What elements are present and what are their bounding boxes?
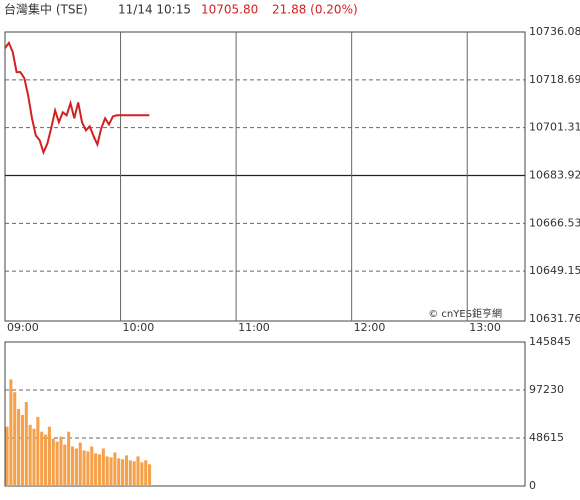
volume-bar: [63, 444, 67, 486]
volume-bar: [140, 462, 144, 486]
title: 台灣集中 (TSE): [4, 2, 88, 17]
volume-bar: [90, 446, 94, 486]
y-tick-label: 10718.69: [529, 73, 580, 86]
volume-bar: [32, 428, 36, 486]
x-tick-label: 13:00: [469, 321, 501, 334]
x-tick-label: 11:00: [238, 321, 270, 334]
x-tick-label: 12:00: [354, 321, 386, 334]
volume-bar: [117, 458, 121, 486]
volume-bar: [70, 446, 75, 486]
volume-bar: [97, 454, 102, 486]
x-tick-label: 09:00: [7, 321, 39, 334]
volume-bar: [78, 442, 82, 486]
volume-bar: [113, 452, 117, 486]
price-frame: [4, 31, 526, 322]
volume-bar: [28, 424, 32, 486]
y-tick-label: 10631.76: [529, 312, 580, 325]
volume-bar: [17, 408, 21, 486]
time: 11/14 10:15: [118, 3, 191, 17]
volume-bar: [132, 461, 136, 486]
volume-bar: [82, 450, 86, 486]
volume-bar: [47, 426, 51, 486]
y-tick-label: 10701.31: [529, 121, 580, 134]
y-tick-label: 10649.15: [529, 264, 580, 277]
change: 21.88 (0.20%): [272, 3, 358, 17]
volume-bar: [136, 456, 140, 486]
volume-bar: [105, 456, 109, 486]
volume-bar: [20, 414, 24, 486]
volume-bar: [13, 392, 17, 486]
volume-bar: [109, 457, 113, 486]
y-tick-label: 10683.92: [529, 169, 580, 182]
y-tick-label: 0: [529, 479, 536, 492]
y-tick-label: 10736.08: [529, 25, 580, 38]
volume-bar: [59, 436, 63, 486]
volume-bar: [24, 402, 28, 486]
x-tick-label: 10:00: [123, 321, 155, 334]
price: 10705.80: [201, 3, 258, 17]
volume-bar: [144, 460, 148, 486]
volume-bar: [124, 455, 128, 486]
volume-frame: [4, 341, 526, 487]
volume-bar: [9, 379, 13, 486]
volume-bar: [94, 453, 98, 486]
price-line: [4, 40, 150, 156]
volume-bar: [128, 460, 132, 486]
volume-bar: [5, 426, 9, 486]
volume-bar: [86, 451, 90, 486]
y-tick-label: 145845: [529, 335, 571, 348]
y-tick-label: 10666.53: [529, 216, 580, 229]
volume-bar: [36, 416, 40, 486]
volume-bar: [40, 431, 44, 486]
volume-bar: [101, 448, 105, 486]
volume-bar: [148, 464, 152, 486]
volume-bar: [55, 441, 59, 486]
volume-bar: [67, 431, 71, 486]
volume-bar: [51, 438, 55, 486]
volume-bar: [121, 459, 125, 486]
watermark: © cnYES鉅亨網: [428, 307, 502, 320]
volume-bar: [44, 434, 48, 486]
y-tick-label: 48615: [529, 431, 564, 444]
y-tick-label: 97230: [529, 383, 564, 396]
volume-bar: [74, 448, 78, 486]
